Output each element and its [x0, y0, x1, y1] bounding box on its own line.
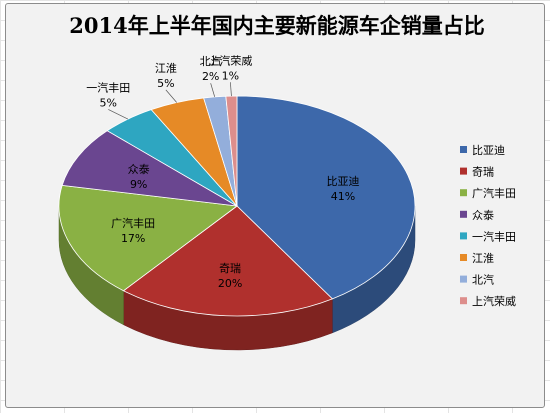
slice-1[interactable]: [122, 205, 334, 317]
data-label-name: 一汽丰田: [86, 80, 130, 94]
legend-item-0[interactable]: 比亚迪: [460, 144, 505, 157]
legend-label: 一汽丰田: [472, 229, 516, 243]
legend-swatch: [460, 189, 467, 197]
data-label-6: 北汽 2%: [200, 54, 222, 83]
legend-label: 北汽: [472, 273, 494, 287]
data-label-name: 奇瑞: [219, 261, 241, 275]
legend-label: 奇瑞: [472, 165, 494, 179]
legend-swatch: [460, 210, 467, 218]
leader-line-6: [210, 83, 216, 97]
data-label-value: 5%: [100, 96, 117, 109]
legend-item-7[interactable]: 上汽荣威: [460, 294, 516, 308]
leader-line-4: [108, 109, 129, 120]
data-label-1: 奇瑞 20%: [218, 261, 242, 290]
data-label-4: 一汽丰田 5%: [86, 80, 130, 109]
legend-swatch: [460, 232, 467, 240]
data-label-0: 比亚迪 41%: [326, 175, 359, 203]
legend-swatch: [460, 275, 467, 283]
legend-swatch: [460, 167, 467, 175]
data-label-name: 北汽: [200, 54, 222, 68]
legend-label: 上汽荣威: [472, 294, 516, 308]
chart-title: 2014年上半年国内主要新能源车企销量占比: [69, 13, 484, 38]
data-label-name: 众泰: [128, 162, 150, 176]
legend-item-6[interactable]: 北汽: [460, 273, 494, 287]
data-label-name: 上汽荣威: [208, 53, 252, 67]
data-label-value: 41%: [331, 190, 355, 203]
data-label-2: 广汽丰田 17%: [111, 216, 155, 245]
legend-swatch: [460, 254, 467, 261]
data-label-value: 1%: [222, 69, 239, 82]
data-label-value: 20%: [218, 277, 242, 290]
legend-swatch: [460, 297, 467, 305]
legend-label: 广汽丰田: [472, 186, 516, 200]
pie-group: [58, 95, 416, 351]
data-label-name: 比亚迪: [326, 175, 359, 188]
legend-label: 众泰: [472, 208, 494, 222]
slice-3[interactable]: [61, 130, 238, 207]
legend-item-2[interactable]: 广汽丰田: [460, 186, 516, 200]
slice-0[interactable]: [236, 95, 416, 300]
data-label-value: 5%: [157, 77, 174, 90]
legend-item-3[interactable]: 众泰: [460, 208, 494, 222]
legend-item-4[interactable]: 一汽丰田: [460, 229, 516, 243]
legend-item-5[interactable]: 江淮: [460, 252, 494, 265]
data-labels: 比亚迪41%奇瑞20%广汽丰田17%众泰9%一汽丰田5%江淮5%北汽2%上汽荣威…: [86, 53, 359, 290]
data-label-value: 2%: [202, 70, 219, 83]
legend-label: 比亚迪: [472, 144, 505, 157]
legend-swatch: [460, 146, 467, 153]
legend-item-1[interactable]: 奇瑞: [460, 165, 494, 179]
data-label-name: 江淮: [155, 62, 177, 75]
slice-2[interactable]: [58, 184, 239, 292]
data-label-7: 上汽荣威 1%: [208, 53, 252, 82]
legend-label: 江淮: [472, 252, 494, 265]
leader-line-7: [230, 82, 232, 97]
data-label-value: 17%: [121, 232, 145, 245]
slice-7[interactable]: [225, 95, 238, 207]
leader-line-5: [165, 89, 177, 103]
data-label-3: 众泰 9%: [128, 162, 150, 191]
data-label-name: 广汽丰田: [111, 216, 155, 230]
data-label-value: 9%: [130, 178, 147, 191]
data-label-5: 江淮 5%: [155, 62, 177, 90]
